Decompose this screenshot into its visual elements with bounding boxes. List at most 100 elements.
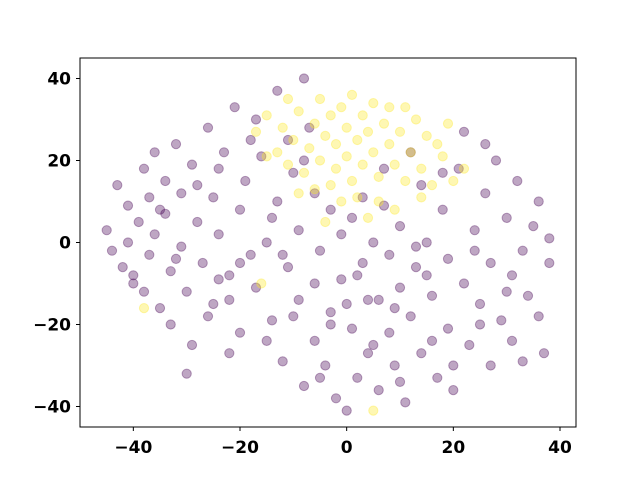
scatter-point-s0-53 [298,73,310,84]
scatter-point-s0-133 [437,167,448,178]
scatter-point-s0-101 [485,257,496,269]
y-tick-label: −20 [33,316,71,336]
x-tick-label: −40 [114,438,152,458]
scatter-point-s1-50 [293,188,304,199]
scatter-point-s0-104 [501,212,512,223]
scatter-point-s1-33 [400,175,411,187]
scatter-point-s1-16 [336,102,347,113]
scatter-point-s1-5 [288,134,299,146]
scatter-point-s1-8 [304,143,315,154]
scatter-point-s0-31 [213,229,224,240]
scatter-point-s1-34 [405,147,416,158]
scatter-point-s0-46 [272,196,283,207]
scatter-point-s0-10 [144,192,155,203]
scatter-point-s0-28 [202,311,214,322]
scatter-point-s1-59 [432,139,443,150]
scatter-point-s0-125 [421,270,432,281]
scatter-point-s0-105 [506,270,518,281]
scatter-point-s0-127 [288,311,299,322]
scatter-point-s0-8 [138,163,150,174]
scatter-point-s0-59 [320,360,331,371]
scatter-point-s1-25 [368,98,379,109]
scatter-point-s0-111 [528,221,539,232]
scatter-point-s0-51 [293,294,304,305]
scatter-point-s0-4 [122,200,134,211]
scatter-point-s0-58 [314,245,326,256]
scatter-point-s1-41 [448,175,459,187]
scatter-point-s1-55 [256,278,267,289]
scatter-point-s0-26 [197,257,208,269]
scatter-point-s0-72 [368,237,379,248]
scatter-point-s1-36 [416,163,427,174]
scatter-point-s0-12 [149,147,160,158]
scatter-point-s0-24 [186,159,198,170]
scatter-point-s1-27 [373,171,384,182]
scatter-point-s0-75 [378,200,390,211]
scatter-point-s0-32 [218,147,230,158]
scatter-point-s0-52 [293,225,304,236]
scatter-point-s0-1 [106,245,118,256]
scatter-point-s1-9 [309,118,320,129]
scatter-point-s0-13 [149,229,160,240]
points-layer [101,73,555,416]
scatter-point-s0-7 [133,216,144,228]
y-axis: −40 −20 0 20 40 [33,70,80,418]
scatter-point-s0-20 [176,188,187,199]
scatter-point-s0-14 [154,303,166,314]
scatter-point-s0-145 [362,294,374,305]
scatter-point-s1-32 [394,126,406,137]
scatter-point-s0-119 [314,372,326,383]
scatter-point-s0-55 [304,122,315,133]
y-tick-label: 20 [47,152,71,172]
scatter-point-s0-30 [213,274,224,285]
scatter-point-s0-40 [250,114,262,125]
scatter-point-s0-149 [378,163,390,174]
scatter-point-s0-33 [224,348,235,359]
scatter-point-s1-51 [261,151,272,162]
scatter-point-s0-89 [437,204,448,215]
scatter-point-s0-49 [282,262,294,273]
scatter-point-s1-29 [384,139,395,150]
scatter-point-s0-146 [266,212,278,223]
scatter-point-s0-47 [277,356,288,367]
scatter-point-s0-117 [181,368,192,379]
scatter-point-s0-39 [245,249,256,260]
scatter-point-s0-21 [176,241,187,252]
scatter-point-s0-92 [448,385,459,396]
scatter-point-s0-63 [336,229,347,240]
scatter-point-s1-2 [272,147,283,158]
scatter-point-s1-54 [320,216,331,228]
scatter-point-s0-73 [373,294,384,305]
scatter-point-s1-28 [378,118,390,129]
scatter-point-s0-95 [458,126,470,137]
scatter-point-s1-21 [352,134,363,146]
scatter-point-s0-71 [362,348,374,359]
scatter-point-s1-24 [362,126,374,137]
scatter-point-s0-60 [325,204,336,215]
scatter-point-s1-15 [330,139,342,150]
scatter-point-s0-37 [234,327,246,338]
scatter-point-s1-0 [250,126,262,137]
scatter-point-s1-3 [277,122,288,133]
scatter-point-s0-94 [458,278,470,289]
scatter-point-s0-147 [469,245,480,256]
scatter-point-s1-6 [293,106,304,117]
scatter-point-s0-19 [170,139,182,150]
scatter-point-s0-151 [410,241,422,252]
scatter-point-s0-123 [234,257,246,269]
scatter-point-s0-27 [202,122,214,133]
scatter-point-s0-29 [208,192,219,203]
scatter-point-s0-57 [309,188,320,199]
scatter-point-s0-5 [122,237,134,248]
scatter-point-s0-54 [298,380,310,392]
scatter-point-s0-25 [192,216,203,228]
scatter-point-s0-70 [357,257,368,269]
scatter-point-s0-135 [213,163,224,174]
scatter-point-s0-98 [474,298,486,310]
scatter-point-s0-118 [261,335,272,346]
scatter-point-s0-44 [266,315,278,326]
x-tick-label: 0 [341,438,353,458]
scatter-point-s0-116 [544,233,555,244]
scatter-point-s0-76 [384,327,395,338]
scatter-point-s0-108 [517,245,528,256]
